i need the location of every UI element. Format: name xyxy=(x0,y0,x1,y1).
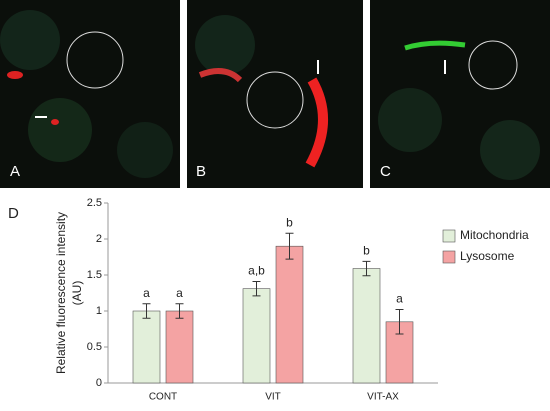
bar xyxy=(352,268,381,384)
significance-label: b xyxy=(363,243,370,257)
error-bar xyxy=(362,260,371,277)
legend-label: Lysosome xyxy=(460,249,515,263)
stain xyxy=(305,77,328,168)
bar xyxy=(165,310,194,384)
cell xyxy=(480,120,540,180)
legend-swatch xyxy=(442,229,456,243)
stain xyxy=(7,71,23,79)
significance-label: b xyxy=(286,215,293,229)
significance-label: a,b xyxy=(248,264,265,278)
y-tick-label: 0 xyxy=(96,377,102,389)
roi-circle xyxy=(246,71,304,129)
bar xyxy=(275,245,304,384)
panel-label: A xyxy=(10,163,20,180)
cell xyxy=(117,122,173,178)
cell xyxy=(0,10,60,70)
panel-label: B xyxy=(196,163,206,180)
bar xyxy=(242,288,271,384)
y-tick-label: 2.5 xyxy=(87,197,102,209)
x-tick-label: VIT xyxy=(265,392,281,403)
micro-panels: A B C xyxy=(0,0,550,188)
x-tick-label: VIT-AX xyxy=(367,392,399,403)
y-axis-label: Relative fluorescence intensity xyxy=(54,212,68,374)
error-bar xyxy=(142,303,151,319)
cell xyxy=(28,98,92,162)
significance-label: a xyxy=(143,286,150,300)
roi-circle xyxy=(468,40,518,90)
legend-swatch xyxy=(442,250,456,264)
y-tick-label: 1 xyxy=(96,305,102,317)
error-bar xyxy=(395,309,404,335)
error-bar xyxy=(175,303,184,319)
stain xyxy=(404,40,466,51)
y-axis-label: (AU) xyxy=(70,281,84,306)
stain xyxy=(51,119,59,125)
bar xyxy=(132,310,161,384)
panel-label: C xyxy=(380,163,391,180)
significance-label: a xyxy=(176,286,183,300)
error-bar xyxy=(252,280,261,297)
legend-label: Mitochondria xyxy=(460,228,529,242)
y-tick-label: 2 xyxy=(96,233,102,245)
roi-circle xyxy=(66,31,124,89)
y-tick-label: 1.5 xyxy=(87,269,102,281)
cell xyxy=(378,88,442,152)
y-tick-label: 0.5 xyxy=(87,341,102,353)
significance-label: a xyxy=(396,292,403,306)
cell xyxy=(195,15,255,75)
error-bar xyxy=(285,232,294,260)
panel-label: D xyxy=(8,205,19,222)
stain xyxy=(198,68,243,83)
x-tick-label: CONT xyxy=(149,392,177,403)
